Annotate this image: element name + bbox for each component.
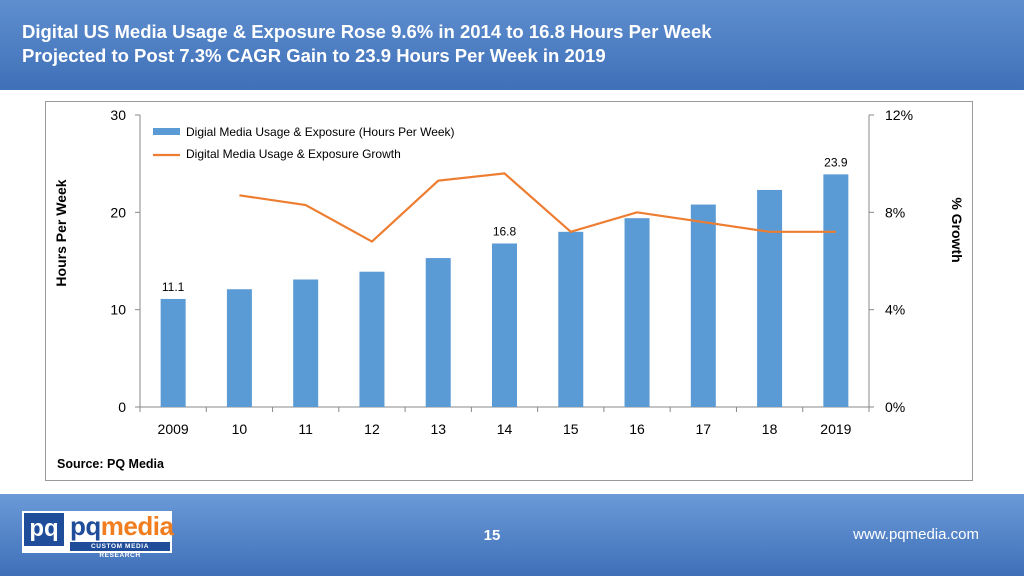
bar bbox=[425, 258, 451, 407]
data-label: 11.1 bbox=[162, 280, 185, 294]
logo-tagline: CUSTOM MEDIA RESEARCH bbox=[70, 542, 170, 559]
x-tick-label: 18 bbox=[762, 421, 778, 437]
y-tick-label: 30 bbox=[110, 107, 126, 123]
data-label: 16.8 bbox=[493, 224, 517, 238]
x-tick-label: 2019 bbox=[820, 421, 851, 437]
pqmedia-logo: pq pqmedia CUSTOM MEDIA RESEARCH bbox=[22, 511, 174, 559]
legend-swatch-bar bbox=[153, 128, 180, 135]
logo-pq-mark: pq bbox=[24, 513, 64, 546]
bar bbox=[160, 298, 186, 407]
x-tick-label: 12 bbox=[364, 421, 380, 437]
bar bbox=[492, 243, 517, 407]
y-tick-label: 20 bbox=[110, 204, 126, 220]
legend-label-line: Digital Media Usage & Exposure Growth bbox=[186, 147, 401, 161]
y-axis-title: Hours Per Week bbox=[53, 179, 69, 286]
source-note: Source: PQ Media bbox=[57, 457, 165, 471]
y2-tick-label: 8% bbox=[885, 204, 905, 220]
x-tick-label: 2009 bbox=[158, 421, 189, 437]
x-tick-label: 13 bbox=[430, 421, 446, 437]
footer-bar: pq pqmedia CUSTOM MEDIA RESEARCH 15 www.… bbox=[0, 494, 1024, 576]
bar bbox=[359, 271, 385, 407]
x-tick-label: 14 bbox=[497, 421, 513, 437]
website-link[interactable]: www.pqmedia.com bbox=[853, 526, 979, 543]
y2-tick-label: 12% bbox=[885, 107, 913, 123]
slide-title-line-1: Digital US Media Usage & Exposure Rose 9… bbox=[22, 21, 712, 42]
y-tick-label: 0 bbox=[118, 399, 126, 415]
y2-axis-title: % Growth bbox=[949, 197, 965, 262]
data-label: 23.9 bbox=[824, 155, 848, 169]
y2-tick-label: 0% bbox=[885, 399, 905, 415]
bar bbox=[624, 218, 650, 407]
x-tick-label: 10 bbox=[232, 421, 248, 437]
x-tick-label: 15 bbox=[563, 421, 579, 437]
growth-line bbox=[239, 172, 836, 243]
slide-title-line-2: Projected to Post 7.3% CAGR Gain to 23.9… bbox=[22, 45, 606, 66]
title-banner: Digital US Media Usage & Exposure Rose 9… bbox=[0, 0, 1024, 90]
page-number: 15 bbox=[483, 527, 501, 544]
x-tick-label: 11 bbox=[298, 421, 313, 437]
legend-label-bar: Digial Media Usage & Exposure (Hours Per… bbox=[186, 125, 455, 139]
bar bbox=[757, 189, 783, 407]
x-tick-label: 16 bbox=[629, 421, 645, 437]
bar bbox=[558, 231, 584, 407]
logo-wordmark-pq: pq bbox=[70, 511, 101, 541]
logo-wordmark: pqmedia bbox=[70, 511, 174, 541]
bar bbox=[690, 204, 716, 407]
x-tick-label: 17 bbox=[696, 421, 712, 437]
y-tick-label: 10 bbox=[110, 302, 126, 318]
bar bbox=[293, 279, 319, 407]
bar bbox=[226, 289, 252, 407]
logo-wordmark-media: media bbox=[100, 511, 174, 541]
y2-tick-label: 4% bbox=[885, 302, 905, 318]
bar bbox=[823, 174, 849, 407]
